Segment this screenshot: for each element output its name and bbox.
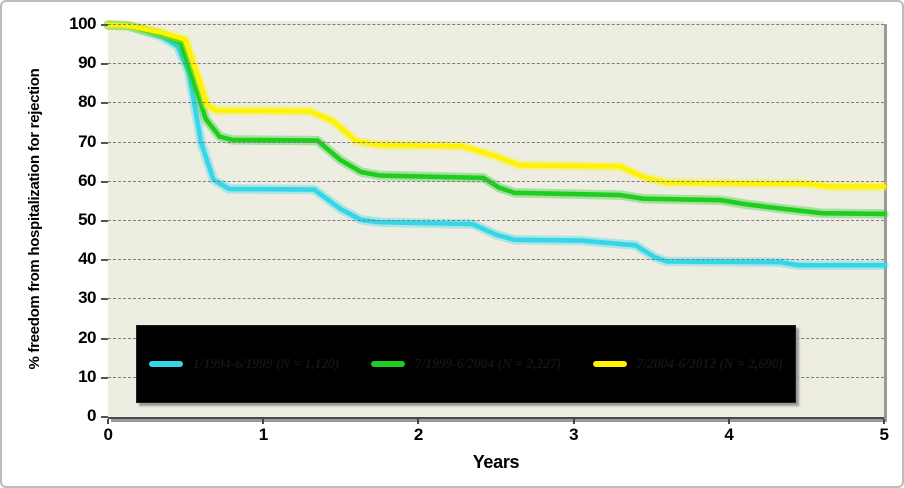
- y-tick-label-70: 70: [78, 131, 96, 151]
- x-tick-2: [417, 419, 420, 424]
- y-tick-80: [101, 102, 108, 105]
- y-tick-label-10: 10: [78, 366, 96, 386]
- x-tick-4: [727, 419, 730, 424]
- legend-box: 1/1994-6/1999 (N = 1,120) 7/1999-6/2004 (…: [136, 325, 796, 403]
- legend-swatch-icon: [592, 361, 627, 367]
- y-tick-40: [101, 259, 108, 262]
- y-tick-20: [101, 337, 108, 340]
- y-tick-100: [101, 24, 108, 26]
- x-tick-label-2: 2: [413, 425, 423, 444]
- y-tick-label-80: 80: [78, 92, 96, 112]
- x-tick-1: [262, 419, 265, 424]
- legend-label: 7/2004-6/2012 (N = 2,690): [636, 356, 783, 371]
- legend-label: 1/1994-6/1999 (N = 1,120): [193, 356, 340, 371]
- y-tick-label-50: 50: [78, 210, 96, 229]
- series-2-main-line: [105, 22, 887, 189]
- y-tick-50: [101, 220, 108, 222]
- legend-item-2: 7/2004-6/2012 (N = 2,690): [592, 356, 783, 372]
- x-tick-3: [572, 419, 575, 424]
- series-0-halo-line: [103, 20, 889, 271]
- y-tick-label-40: 40: [78, 249, 96, 269]
- legend-swatch-icon: [370, 361, 405, 367]
- y-tick-0: [101, 416, 108, 418]
- y-tick-30: [101, 298, 108, 301]
- y-tick-label-60: 60: [78, 170, 96, 190]
- x-tick-label-0: 0: [103, 425, 113, 444]
- x-tick-0: [107, 419, 109, 424]
- y-tick-label-100: 100: [69, 14, 96, 33]
- x-axis-title: Years: [472, 452, 520, 472]
- y-axis-title: % freedom from hospitalization for rejec…: [26, 68, 43, 370]
- series-1-main-line: [105, 22, 887, 217]
- y-tick-10: [101, 376, 108, 379]
- y-tick-label-90: 90: [78, 53, 96, 73]
- legend-swatch-icon: [149, 361, 183, 367]
- y-tick-label-0: 0: [87, 406, 96, 425]
- x-tick-label-3: 3: [569, 425, 579, 444]
- y-tick-label-30: 30: [78, 288, 96, 308]
- series-0-main-line: [105, 22, 887, 268]
- series-2-halo-line: [103, 20, 889, 192]
- legend-item-1: 7/1999-6/2004 (N = 2,227): [370, 356, 562, 372]
- x-tick-label-5: 5: [879, 425, 889, 444]
- legend-label: 7/1999-6/2004 (N = 2,227): [414, 356, 562, 371]
- y-tick-90: [101, 63, 108, 66]
- legend-item-0: 1/1994-6/1999 (N = 1,120): [149, 356, 339, 372]
- y-tick-70: [101, 141, 108, 144]
- x-tick-label-1: 1: [258, 425, 268, 444]
- x-tick-label-4: 4: [724, 425, 734, 444]
- y-tick-60: [101, 180, 108, 183]
- y-tick-label-20: 20: [78, 327, 96, 347]
- x-tick-5: [883, 419, 885, 424]
